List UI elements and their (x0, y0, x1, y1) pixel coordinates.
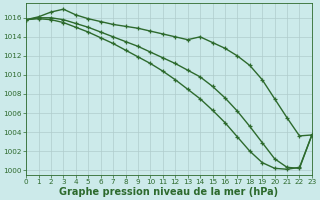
X-axis label: Graphe pression niveau de la mer (hPa): Graphe pression niveau de la mer (hPa) (60, 187, 279, 197)
